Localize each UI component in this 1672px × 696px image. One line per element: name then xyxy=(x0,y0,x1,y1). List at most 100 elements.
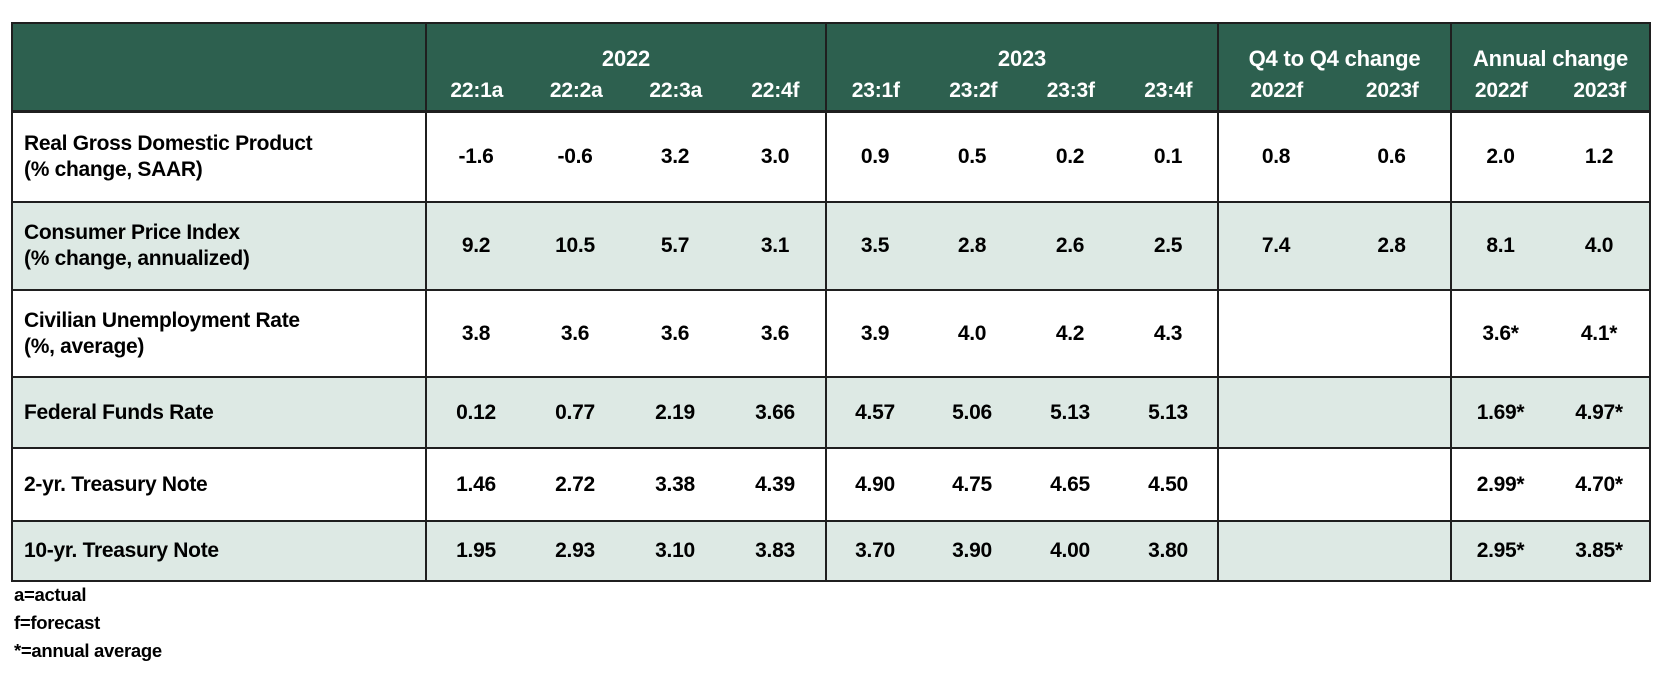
value-cell: 4.75 xyxy=(923,447,1021,520)
value-cell: 4.00 xyxy=(1021,520,1119,580)
header-group-q4-change: Q4 to Q4 change 2022f 2023f xyxy=(1217,24,1450,110)
row-label-cpi: Consumer Price Index (% change, annualiz… xyxy=(13,201,425,289)
forecast-table: 2022 22:1a 22:2a 22:3a 22:4f 2023 23:1f … xyxy=(11,22,1651,582)
value-cell: 4.90 xyxy=(825,447,923,520)
value-cell: 4.39 xyxy=(725,447,825,520)
year-label: 2022f xyxy=(1474,79,1528,102)
value-cell: 8.1 xyxy=(1450,201,1549,289)
value-cell: 5.13 xyxy=(1021,376,1119,447)
value-cell: 3.38 xyxy=(625,447,725,520)
quarter-label: 22:3a xyxy=(649,79,703,102)
value-cell: 4.1* xyxy=(1549,289,1649,376)
value-cell xyxy=(1217,520,1333,580)
row-label-unemployment: Civilian Unemployment Rate (%, average) xyxy=(13,289,425,376)
value-cell: 7.4 xyxy=(1217,201,1333,289)
value-cell: 4.0 xyxy=(1549,201,1649,289)
value-cell: 3.5 xyxy=(825,201,923,289)
value-cell: 1.95 xyxy=(425,520,525,580)
value-cell: 3.6 xyxy=(625,289,725,376)
value-cell xyxy=(1217,447,1333,520)
value-cell: 2.8 xyxy=(1333,201,1450,289)
value-cell: 2.95* xyxy=(1450,520,1549,580)
year-label: 2023f xyxy=(1365,79,1419,102)
row-label: 10-yr. Treasury Note xyxy=(24,539,219,562)
value-cell: -1.6 xyxy=(425,110,525,201)
value-cell xyxy=(1217,376,1333,447)
value-cell xyxy=(1333,520,1450,580)
quarter-label: 22:4f xyxy=(751,79,800,102)
value-cell: 3.90 xyxy=(923,520,1021,580)
value-cell: -0.6 xyxy=(525,110,625,201)
value-cell: 2.93 xyxy=(525,520,625,580)
group-title-label: Q4 to Q4 change xyxy=(1248,46,1421,71)
value-cell: 1.46 xyxy=(425,447,525,520)
year-labels-q4-change: 2022f 2023f xyxy=(1219,79,1450,103)
row-label: Civilian Unemployment Rate xyxy=(24,308,300,332)
value-cell: 2.8 xyxy=(923,201,1021,289)
header-empty-cell xyxy=(13,24,425,110)
value-cell: 0.12 xyxy=(425,376,525,447)
header-group-2023: 2023 23:1f 23:2f 23:3f 23:4f xyxy=(825,24,1217,110)
value-cell: 3.85* xyxy=(1549,520,1649,580)
value-cell: 3.2 xyxy=(625,110,725,201)
value-cell: 0.5 xyxy=(923,110,1021,201)
quarter-label: 23:3f xyxy=(1046,79,1095,102)
value-cell: 0.9 xyxy=(825,110,923,201)
value-cell: 3.70 xyxy=(825,520,923,580)
value-cell: 4.2 xyxy=(1021,289,1119,376)
value-cell: 0.8 xyxy=(1217,110,1333,201)
group-title-label: Annual change xyxy=(1472,46,1629,71)
quarter-label: 22:2a xyxy=(549,79,603,102)
row-label-10yr-treasury: 10-yr. Treasury Note xyxy=(13,520,425,580)
footnotes: a=actual f=forecast *=annual average xyxy=(14,581,162,665)
value-cell: 2.72 xyxy=(525,447,625,520)
quarter-label: 23:1f xyxy=(851,79,900,102)
value-cell: 9.2 xyxy=(425,201,525,289)
value-cell: 5.13 xyxy=(1119,376,1217,447)
quarter-labels-2022: 22:1a 22:2a 22:3a 22:4f xyxy=(427,79,825,103)
row-label-2yr-treasury: 2-yr. Treasury Note xyxy=(13,447,425,520)
value-cell: 2.0 xyxy=(1450,110,1549,201)
quarter-label: 23:4f xyxy=(1144,79,1193,102)
value-cell: 3.10 xyxy=(625,520,725,580)
value-cell xyxy=(1333,376,1450,447)
value-cell: 0.77 xyxy=(525,376,625,447)
value-cell: 1.69* xyxy=(1450,376,1549,447)
value-cell: 3.83 xyxy=(725,520,825,580)
value-cell xyxy=(1333,289,1450,376)
row-label: Consumer Price Index xyxy=(24,221,240,244)
value-cell: 4.97* xyxy=(1549,376,1649,447)
value-cell: 2.19 xyxy=(625,376,725,447)
value-cell: 3.0 xyxy=(725,110,825,201)
value-cell: 0.1 xyxy=(1119,110,1217,201)
value-cell xyxy=(1333,447,1450,520)
year-labels-annual-change: 2022f 2023f xyxy=(1452,79,1649,103)
footnote-actual: a=actual xyxy=(14,584,87,605)
value-cell: 4.0 xyxy=(923,289,1021,376)
value-cell: 2.5 xyxy=(1119,201,1217,289)
year-label: 2022f xyxy=(1250,79,1304,102)
value-cell: 3.1 xyxy=(725,201,825,289)
value-cell: 2.99* xyxy=(1450,447,1549,520)
row-sublabel: (%, average) xyxy=(24,334,145,358)
value-cell: 3.6* xyxy=(1450,289,1549,376)
value-cell: 3.8 xyxy=(425,289,525,376)
row-sublabel: (% change, annualized) xyxy=(24,247,250,270)
group-year-label: 2022 xyxy=(601,46,651,71)
row-label: Federal Funds Rate xyxy=(24,400,214,424)
footnote-forecast: f=forecast xyxy=(14,612,100,633)
footnote-annual-average: *=annual average xyxy=(14,640,162,661)
value-cell: 5.06 xyxy=(923,376,1021,447)
value-cell: 4.50 xyxy=(1119,447,1217,520)
row-label: Real Gross Domestic Product xyxy=(24,132,313,155)
value-cell: 4.70* xyxy=(1549,447,1649,520)
value-cell: 2.6 xyxy=(1021,201,1119,289)
value-cell: 0.6 xyxy=(1333,110,1450,201)
quarter-label: 23:2f xyxy=(949,79,998,102)
value-cell: 3.80 xyxy=(1119,520,1217,580)
row-label-fed-funds: Federal Funds Rate xyxy=(13,376,425,447)
row-label-gdp: Real Gross Domestic Product (% change, S… xyxy=(13,110,425,201)
year-label: 2023f xyxy=(1573,79,1627,102)
value-cell: 0.2 xyxy=(1021,110,1119,201)
quarter-label: 22:1a xyxy=(450,79,504,102)
